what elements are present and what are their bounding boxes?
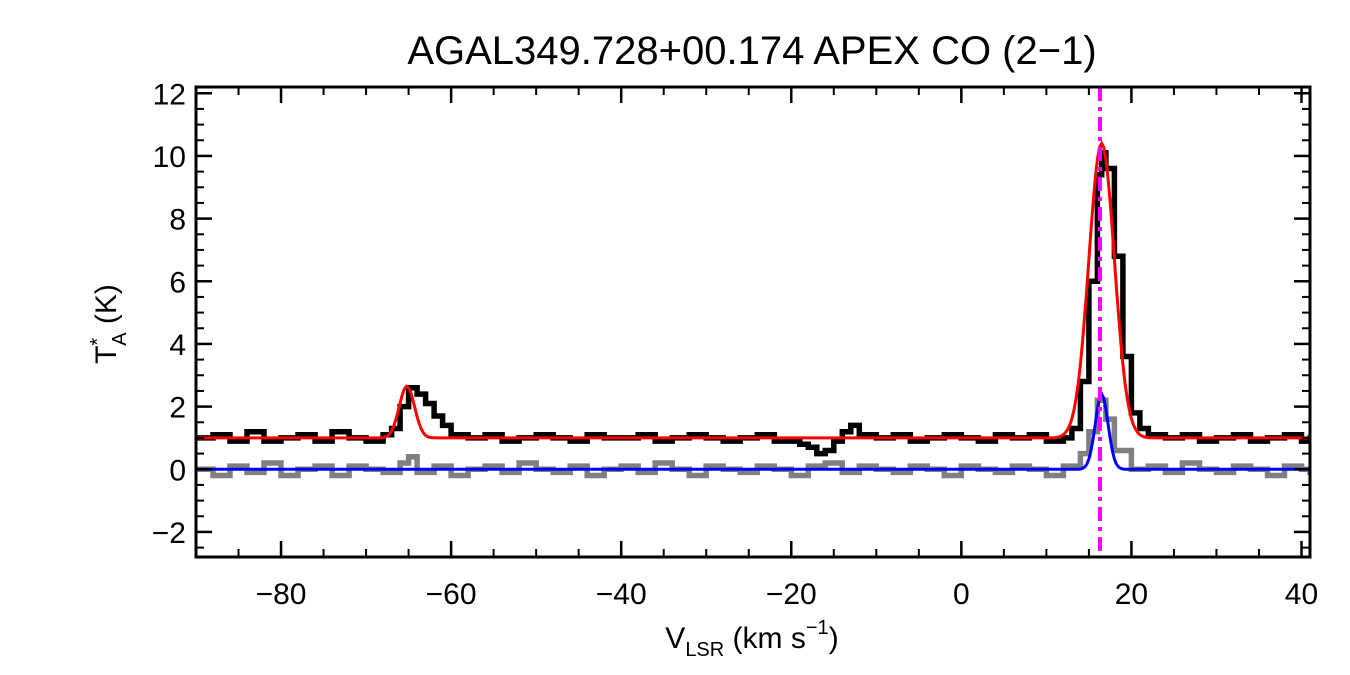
x-tick-label: 40 (1285, 578, 1318, 611)
x-tick-label: −20 (766, 578, 817, 611)
x-axis-label-superscript: −1 (806, 617, 829, 639)
x-tick-label: 20 (1115, 578, 1148, 611)
y-tick-label: −2 (152, 517, 186, 550)
x-tick-label: −80 (256, 578, 307, 611)
x-axis-label-rest: (km s (724, 622, 806, 655)
y-tick-label: 8 (169, 204, 186, 237)
y-tick-label: 0 (169, 454, 186, 487)
chart-title: AGAL349.728+00.174 APEX CO (2−1) (407, 29, 1096, 73)
residual-line (196, 397, 1310, 479)
plot-frame (194, 85, 1312, 559)
plot-area (196, 87, 1310, 557)
y-axis-label: T*A (K) (87, 284, 131, 364)
x-tick-label: −60 (426, 578, 477, 611)
x-axis-label: VLSR (km s−1) (665, 617, 838, 661)
y-tick-label: 2 (169, 392, 186, 425)
x-axis-label-close: ) (829, 622, 839, 655)
x-axis-label-main: V (665, 622, 685, 655)
x-tick-label: 0 (953, 578, 970, 611)
y-tick-label: 10 (153, 141, 186, 174)
y-tick-label: 12 (153, 78, 186, 111)
spectrum-line (196, 150, 1310, 457)
y-axis-label-rest: (K) (90, 284, 123, 332)
y-tick-label: 6 (169, 266, 186, 299)
y-axis-label-subscript: A (109, 332, 131, 346)
y-axis-label-main: T (90, 346, 123, 364)
y-tick-label: 4 (169, 329, 186, 362)
x-axis-label-subscript: LSR (685, 639, 724, 661)
fit-line (196, 140, 1310, 440)
fit_component-line (196, 390, 1310, 471)
x-tick-label: −40 (596, 578, 647, 611)
y-axis-label-superscript: * (87, 338, 109, 346)
